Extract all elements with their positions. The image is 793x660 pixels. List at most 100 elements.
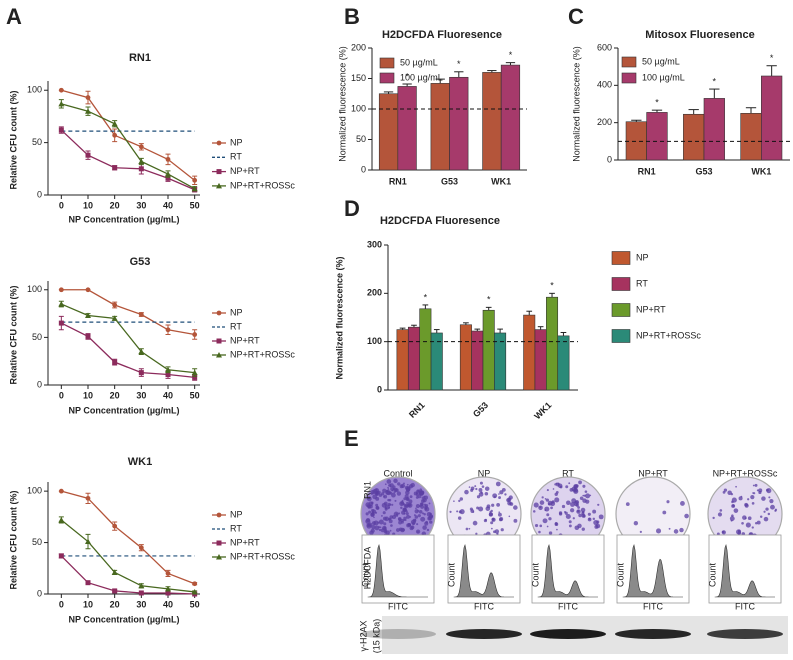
colony [568, 482, 571, 485]
colony [465, 527, 469, 531]
colony [538, 530, 541, 534]
marker [112, 302, 118, 308]
colony [403, 516, 407, 521]
colony [368, 510, 372, 514]
column-label: Control [383, 468, 412, 478]
legend-label: 100 µg/mL [400, 72, 443, 82]
colony [513, 505, 518, 510]
colony [565, 513, 571, 520]
x-tick-label: 50 [190, 200, 200, 210]
colony [406, 514, 410, 519]
colony [474, 485, 477, 488]
y-tick-label: 0 [37, 379, 42, 389]
colony [422, 525, 427, 530]
colony [383, 494, 388, 499]
y-tick-label: 200 [367, 288, 382, 298]
marker [111, 120, 118, 127]
y-tick-label: 50 [32, 137, 42, 147]
colony [752, 492, 754, 494]
colony [391, 492, 396, 498]
colony [542, 518, 548, 524]
y-axis-label: Relative CFU count (%) [8, 490, 18, 589]
colony [417, 514, 421, 518]
colony [388, 517, 392, 521]
colony [554, 521, 558, 525]
y-tick-label: 200 [351, 42, 366, 52]
colony [390, 487, 395, 492]
series-line [61, 103, 195, 190]
colony [367, 496, 371, 500]
colony [570, 502, 575, 507]
significance-label: * [424, 292, 428, 302]
colony [498, 512, 502, 517]
series-line [60, 519, 195, 593]
colony [475, 487, 478, 491]
colony [769, 499, 774, 504]
colony [579, 496, 584, 501]
colony [401, 528, 405, 532]
y-tick-label: 50 [32, 332, 42, 342]
colony [768, 496, 771, 499]
colony [484, 486, 490, 491]
significance-label: * [713, 76, 717, 86]
legend-label: NP+RT+ROSSc [230, 180, 295, 190]
colony [378, 493, 383, 497]
colony [561, 504, 566, 509]
y-tick-label: 300 [367, 239, 382, 249]
colony [371, 521, 376, 525]
y-tick-label: 100 [27, 85, 42, 95]
bar [397, 86, 417, 171]
x-tick-label: 0 [59, 200, 64, 210]
histogram-x-label: FITC [735, 601, 755, 611]
colony [766, 488, 772, 494]
row-label: H2DCFDA [362, 547, 372, 590]
x-tick-label: RN1 [638, 166, 656, 176]
colony [409, 495, 413, 499]
colony [416, 523, 419, 526]
histogram [714, 544, 775, 598]
colony [393, 487, 398, 492]
colony [483, 518, 488, 523]
marker [192, 581, 198, 587]
marker [191, 588, 198, 595]
legend-label: NP+RT [230, 166, 260, 176]
marker [112, 165, 118, 171]
legend-marker [216, 338, 222, 344]
x-tick-label: 10 [83, 390, 93, 400]
bar [546, 296, 559, 391]
colony [745, 522, 751, 528]
colony [418, 510, 423, 514]
marker [85, 538, 91, 545]
colony [382, 511, 386, 515]
column-label: NP [478, 468, 491, 478]
colony [770, 504, 775, 510]
marker [192, 374, 198, 380]
colony [371, 524, 376, 530]
legend-label: 50 µg/mL [400, 57, 438, 67]
colony [581, 513, 586, 518]
bar [430, 332, 443, 391]
colony [592, 517, 596, 521]
colony [747, 498, 750, 501]
colony [472, 520, 478, 526]
colony [680, 501, 685, 506]
colony [405, 512, 409, 516]
marker [58, 301, 65, 307]
marker [192, 332, 198, 337]
legend-swatch [379, 57, 395, 69]
marker [85, 95, 91, 100]
colony [750, 494, 755, 500]
legend-label: NP+RT+ROSSc [230, 551, 295, 561]
panel-letter: E [344, 426, 359, 451]
colony [417, 489, 420, 493]
colony [484, 491, 489, 496]
colony [572, 517, 575, 520]
colony [410, 482, 415, 488]
colony [453, 500, 455, 503]
marker [112, 588, 118, 594]
colony [387, 498, 390, 502]
x-tick-label: 40 [163, 599, 173, 609]
marker [111, 569, 118, 575]
chart-title: WK1 [128, 456, 152, 468]
colony [414, 515, 419, 519]
